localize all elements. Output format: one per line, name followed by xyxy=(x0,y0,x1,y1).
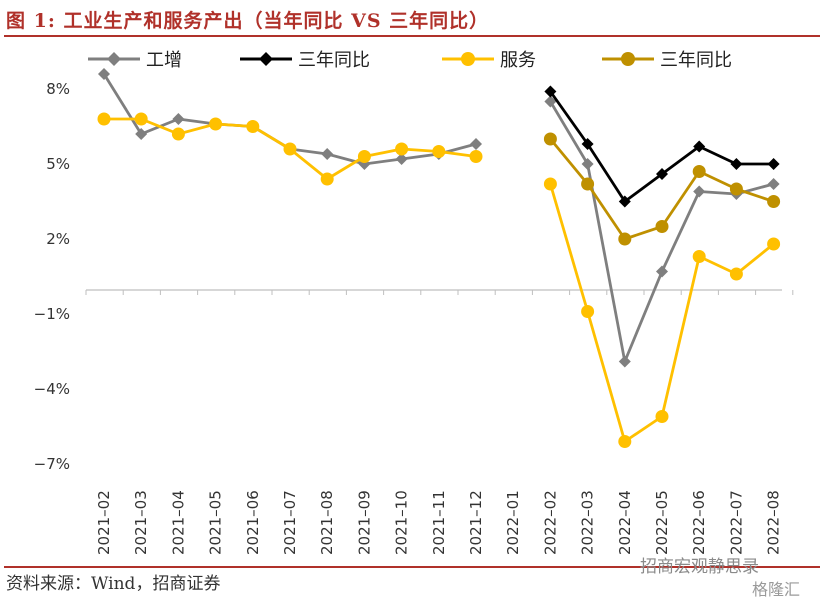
data-point xyxy=(470,138,482,150)
x-axis: 2021–02 2021–03 2021–04 2021–05 2021–06 2021–… xyxy=(85,289,794,555)
data-point xyxy=(135,128,148,140)
data-point xyxy=(656,265,668,278)
x-tick-label: 2022–06 xyxy=(690,490,708,555)
legend-item: 三年同比 xyxy=(240,50,370,71)
data-point xyxy=(655,220,669,233)
data-point xyxy=(767,178,780,190)
data-point xyxy=(543,177,557,191)
data-point xyxy=(97,112,111,126)
data-point xyxy=(656,168,668,180)
data-point xyxy=(767,237,781,251)
x-tick-label: 2022–02 xyxy=(541,490,559,555)
legend-label: 服务 xyxy=(500,50,536,71)
legend-marker xyxy=(259,52,273,66)
legend-label: 工增 xyxy=(146,50,182,71)
legend: 工增 三年同比 服务 三年同比 xyxy=(88,50,732,71)
series-2 xyxy=(97,112,781,448)
data-point xyxy=(693,185,706,198)
data-point xyxy=(618,435,632,448)
series-0 xyxy=(98,68,780,368)
data-point xyxy=(655,410,669,423)
data-point xyxy=(283,142,297,156)
x-tick-label: 2022–07 xyxy=(727,490,745,555)
y-tick-label: −4% xyxy=(34,380,70,398)
x-tick-label: 2022–01 xyxy=(504,490,522,555)
x-tick-label: 2021–07 xyxy=(281,490,299,555)
data-point xyxy=(321,148,334,160)
y-tick-label: 8% xyxy=(46,80,70,98)
data-point xyxy=(134,112,148,126)
legend-label: 三年同比 xyxy=(660,50,732,71)
data-point xyxy=(692,250,706,263)
legend-marker xyxy=(461,52,475,66)
y-axis: 8% 5% 2% −1% −4% −7% xyxy=(34,80,70,473)
data-point xyxy=(767,158,780,170)
data-point xyxy=(729,182,743,196)
x-tick-label: 2021–06 xyxy=(244,490,262,555)
x-tick-label: 2021–11 xyxy=(430,490,448,555)
data-point xyxy=(581,305,595,318)
data-point xyxy=(618,195,631,208)
y-tick-label: −1% xyxy=(34,305,70,323)
x-tick-label: 2021–02 xyxy=(95,490,113,555)
data-point xyxy=(171,127,185,141)
legend-marker xyxy=(621,52,635,66)
x-tick-label: 2022–05 xyxy=(653,490,671,555)
data-point xyxy=(544,85,557,98)
data-point xyxy=(469,150,483,163)
plot-area xyxy=(97,68,781,448)
data-point xyxy=(767,195,781,208)
data-point xyxy=(395,142,409,156)
y-tick-label: 2% xyxy=(46,230,70,248)
x-tick-label: 2021–05 xyxy=(207,490,225,555)
data-point xyxy=(581,158,594,170)
data-point xyxy=(543,132,557,146)
x-tick-label: 2021–10 xyxy=(393,490,411,555)
data-point xyxy=(618,355,631,368)
x-tick-label: 2021–04 xyxy=(169,490,187,555)
data-point xyxy=(581,177,595,191)
x-tick-label: 2021–08 xyxy=(318,490,336,555)
data-point xyxy=(98,68,110,80)
x-tick-label: 2022–03 xyxy=(579,490,597,555)
source-note: 资料来源：Wind，招商证券 xyxy=(6,574,221,594)
y-tick-label: 5% xyxy=(46,155,70,173)
title-rule xyxy=(4,35,820,37)
source-rule xyxy=(4,566,820,568)
data-point xyxy=(581,138,594,150)
data-point xyxy=(320,172,334,186)
legend-label: 三年同比 xyxy=(298,50,370,71)
series-1 xyxy=(544,85,780,208)
data-point xyxy=(246,120,260,133)
legend-item: 服务 xyxy=(442,50,536,71)
y-tick-label: −7% xyxy=(34,455,70,473)
series-3 xyxy=(543,132,781,246)
data-point xyxy=(729,267,743,281)
data-point xyxy=(693,140,706,153)
x-tick-label: 2022–04 xyxy=(616,490,634,555)
data-point xyxy=(692,165,706,178)
x-tick-label: 2021–09 xyxy=(355,490,373,555)
legend-item: 三年同比 xyxy=(602,50,732,71)
data-point xyxy=(730,158,743,170)
data-point xyxy=(357,150,371,163)
figure-title: 图 1: 工业生产和服务产出（当年同比 VS 三年同比） xyxy=(6,10,490,32)
data-point xyxy=(395,153,408,165)
watermark-sub: 格隆汇 xyxy=(752,580,801,599)
data-point xyxy=(618,232,632,246)
x-tick-label: 2021–03 xyxy=(132,490,150,555)
data-point xyxy=(209,117,223,131)
x-tick-label: 2022–08 xyxy=(765,490,783,555)
data-point xyxy=(172,113,185,125)
data-point xyxy=(432,145,446,158)
x-tick-label: 2021–12 xyxy=(467,490,485,555)
watermark: 招商宏观静思录 xyxy=(640,557,759,577)
legend-item: 工增 xyxy=(88,50,182,71)
legend-marker xyxy=(107,52,121,66)
data-point xyxy=(544,95,557,108)
